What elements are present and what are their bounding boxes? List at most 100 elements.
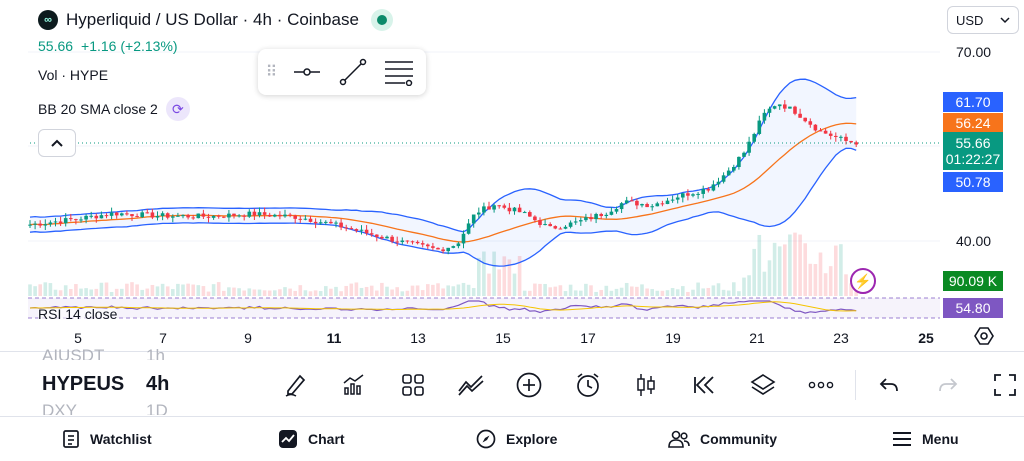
symbol-title[interactable]: ∞ Hyperliquid / US Dollar · 4h · Coinbas… bbox=[38, 9, 393, 31]
candle bbox=[788, 106, 792, 109]
drag-handle-icon[interactable]: ⠿ bbox=[265, 64, 278, 81]
candle bbox=[451, 246, 456, 248]
bollinger-legend[interactable]: BB 20 SMA close 2 ⟳ bbox=[38, 97, 190, 121]
collapse-legend-button[interactable] bbox=[38, 129, 76, 157]
layers-icon[interactable] bbox=[748, 370, 778, 400]
volume-bar bbox=[711, 285, 716, 296]
volume-bar bbox=[619, 287, 624, 296]
candle bbox=[533, 216, 537, 221]
compare-icon[interactable] bbox=[456, 370, 486, 400]
candle bbox=[176, 215, 180, 217]
candle bbox=[747, 141, 751, 153]
nav-explore[interactable]: Explore bbox=[476, 428, 557, 450]
candle bbox=[436, 247, 440, 250]
volume-bar bbox=[120, 288, 124, 296]
trend-line-tool-icon[interactable] bbox=[330, 49, 376, 95]
chevron-up-icon bbox=[51, 139, 63, 147]
interval-next[interactable]: 1D bbox=[146, 401, 168, 415]
price-chart[interactable] bbox=[0, 0, 940, 350]
volume-bar bbox=[624, 282, 629, 296]
pencil-icon[interactable] bbox=[281, 370, 311, 400]
currency-select[interactable]: USD bbox=[947, 6, 1019, 34]
candle bbox=[273, 214, 277, 217]
community-icon bbox=[668, 430, 690, 448]
nav-menu[interactable]: Menu bbox=[892, 428, 959, 450]
market-status-icon[interactable] bbox=[370, 9, 393, 31]
compass-icon bbox=[476, 429, 496, 449]
volume-bar bbox=[216, 282, 221, 296]
chart-area[interactable]: ∞ Hyperliquid / US Dollar · 4h · Coinbas… bbox=[0, 0, 1024, 350]
volume-bar bbox=[273, 290, 277, 296]
volume-bar bbox=[69, 289, 73, 296]
candle bbox=[431, 246, 435, 248]
nav-chart[interactable]: Chart bbox=[278, 428, 345, 450]
indicators-icon[interactable] bbox=[339, 370, 369, 400]
volume-bar bbox=[206, 291, 211, 296]
candle bbox=[298, 218, 303, 220]
layouts-icon[interactable] bbox=[398, 370, 428, 400]
date-axis-label: 25 bbox=[918, 330, 934, 346]
watchlist-current-symbol[interactable]: HYPEUS bbox=[42, 373, 125, 395]
fullscreen-icon[interactable] bbox=[990, 370, 1020, 400]
lightning-icon[interactable]: ⚡ bbox=[850, 268, 876, 294]
volume-legend[interactable]: Vol · HYPE bbox=[38, 67, 109, 83]
volume-bar bbox=[28, 284, 32, 296]
settings-lines-tool-icon[interactable] bbox=[376, 49, 422, 95]
drawing-toolbar[interactable]: ⠿ bbox=[258, 49, 426, 95]
nav-watchlist[interactable]: Watchlist bbox=[62, 428, 152, 450]
rsi-legend[interactable]: RSI 14 close bbox=[38, 309, 118, 322]
volume-bar bbox=[553, 286, 558, 296]
candle bbox=[135, 216, 139, 218]
volume-bar bbox=[191, 284, 195, 296]
volume-bar bbox=[767, 260, 772, 296]
replay-icon[interactable] bbox=[690, 370, 720, 400]
candle bbox=[201, 213, 206, 217]
volume-bar bbox=[99, 282, 104, 296]
volume-bar bbox=[696, 282, 700, 296]
candle bbox=[548, 224, 552, 227]
refresh-icon[interactable]: ⟳ bbox=[165, 97, 190, 121]
volume-bar bbox=[757, 234, 762, 296]
candle bbox=[803, 117, 807, 122]
axis-settings-icon[interactable] bbox=[974, 326, 994, 346]
candle bbox=[512, 207, 517, 212]
volume-bar bbox=[293, 290, 297, 296]
candle bbox=[104, 215, 109, 217]
candle bbox=[497, 205, 501, 207]
candle bbox=[206, 216, 211, 218]
candle bbox=[74, 219, 78, 221]
chevron-down-icon bbox=[1000, 17, 1010, 24]
volume-bar bbox=[181, 284, 185, 296]
candle bbox=[303, 218, 308, 220]
add-icon[interactable] bbox=[514, 370, 544, 400]
volume-bar bbox=[38, 284, 42, 296]
undo-icon[interactable] bbox=[874, 370, 904, 400]
volume-bar bbox=[201, 286, 206, 296]
horizontal-line-tool-icon[interactable] bbox=[284, 49, 330, 95]
nav-community[interactable]: Community bbox=[668, 428, 777, 450]
more-icon[interactable] bbox=[806, 370, 836, 400]
candle bbox=[844, 136, 848, 141]
volume-bar bbox=[334, 286, 338, 296]
watchlist-prev-symbol[interactable]: AIUSDT bbox=[42, 346, 105, 360]
interval-prev[interactable]: 1h bbox=[146, 346, 165, 360]
redo-icon[interactable] bbox=[933, 370, 963, 400]
candle bbox=[426, 244, 430, 247]
volume-bar bbox=[813, 263, 818, 296]
candle bbox=[528, 212, 532, 217]
candle bbox=[762, 112, 767, 121]
candle bbox=[84, 215, 88, 220]
alert-clock-icon[interactable] bbox=[573, 370, 603, 400]
candle-type-icon[interactable] bbox=[631, 370, 661, 400]
volume-bar bbox=[186, 283, 190, 296]
volume-bar bbox=[788, 234, 792, 296]
price-axis-label: 70.00 bbox=[956, 44, 992, 60]
candle bbox=[630, 200, 634, 202]
candle bbox=[793, 106, 797, 114]
last-price: 55.66 bbox=[38, 38, 74, 54]
interval-current[interactable]: 4h bbox=[146, 373, 170, 395]
candle bbox=[783, 104, 787, 109]
candle bbox=[415, 241, 420, 244]
watchlist-next-symbol[interactable]: DXY bbox=[42, 401, 77, 415]
volume-bar bbox=[84, 288, 88, 296]
